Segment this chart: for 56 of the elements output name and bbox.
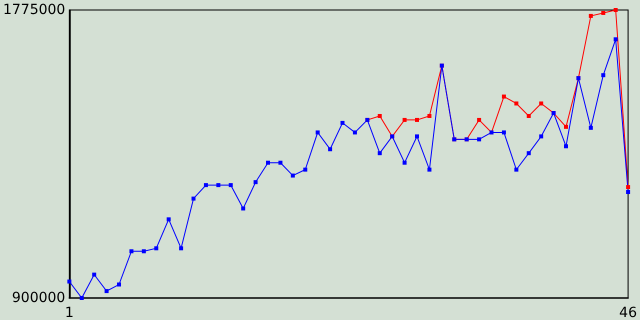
point <box>539 134 544 138</box>
point <box>278 160 282 165</box>
point <box>626 185 630 190</box>
point <box>80 296 84 300</box>
point <box>502 94 506 99</box>
point <box>266 160 270 165</box>
point <box>526 114 531 118</box>
point <box>427 168 432 172</box>
point <box>588 126 593 130</box>
point <box>352 130 357 134</box>
point <box>415 118 420 122</box>
point <box>402 118 407 122</box>
point <box>204 183 208 188</box>
point <box>142 249 146 254</box>
point <box>104 289 109 294</box>
point <box>402 160 407 165</box>
point <box>192 196 196 201</box>
point <box>316 130 320 134</box>
point <box>564 144 568 148</box>
point <box>290 174 295 178</box>
point <box>378 151 382 156</box>
y-tick-label: 900000 <box>12 290 66 306</box>
point <box>477 118 482 122</box>
point <box>129 249 134 254</box>
point <box>154 246 158 250</box>
point <box>601 73 606 78</box>
point <box>415 134 420 138</box>
point <box>340 120 345 125</box>
point <box>328 147 332 152</box>
x-tick-label: 1 <box>64 305 74 320</box>
point <box>514 101 518 106</box>
point <box>614 8 618 12</box>
point <box>254 180 258 184</box>
point <box>601 10 606 15</box>
point <box>614 37 618 42</box>
point <box>564 124 568 129</box>
point <box>526 151 531 156</box>
point <box>166 217 171 222</box>
point <box>117 282 122 287</box>
y-tick-label: 1775000 <box>2 2 66 18</box>
point <box>241 206 246 210</box>
point <box>588 14 593 18</box>
point <box>67 280 72 284</box>
point <box>626 190 630 194</box>
point <box>427 114 432 118</box>
point <box>216 183 220 188</box>
point <box>502 130 506 134</box>
point <box>477 137 482 142</box>
point <box>514 168 518 172</box>
point <box>228 183 233 188</box>
point <box>539 101 544 106</box>
point <box>179 246 184 250</box>
x-tick-label: 46 <box>619 305 638 320</box>
point <box>303 168 308 172</box>
point <box>92 272 96 277</box>
point <box>378 114 382 118</box>
